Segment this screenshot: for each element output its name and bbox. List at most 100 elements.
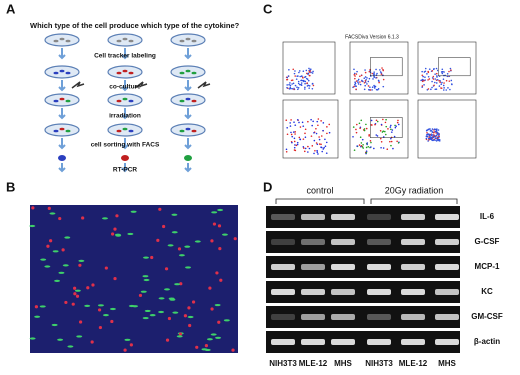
event-dot [390,137,392,140]
event-dot [291,141,293,144]
event-dot [434,73,436,75]
event-dot [328,123,331,126]
green-cell [142,316,149,320]
facs-plot [349,41,409,95]
event-dot [286,126,288,129]
event-dot [304,86,306,89]
band [367,264,391,270]
event-dot [363,128,366,130]
red-cell [61,248,65,252]
red-cell [188,323,192,328]
event-dot [427,128,430,131]
event-dot [380,146,382,149]
event-dot [426,89,429,91]
event-dot [421,80,424,83]
cell [191,99,197,103]
event-dot [286,86,288,89]
event-dot [365,150,368,153]
group-bracket [275,198,365,204]
event-dot [292,131,295,133]
green-cell [51,323,58,327]
event-dot [299,126,302,128]
event-dot [321,150,324,153]
event-dot [369,89,372,91]
event-dot [441,81,443,84]
event-dot [438,85,441,87]
event-dot [302,146,305,148]
panel-label: B [6,179,15,194]
event-dot [290,133,293,136]
gene-label: G-CSF [475,237,500,246]
lane-label: NIH3T3 [269,359,297,368]
event-dot [374,87,376,89]
cell [116,39,122,43]
arrow [184,80,192,92]
event-dot [428,139,430,141]
arrow [58,138,66,150]
event-dot [322,129,324,132]
event-dot [424,76,426,78]
event-dot [430,133,433,135]
event-dot [450,79,453,82]
event-dot [442,78,445,81]
event-dot [375,119,378,122]
cell [116,129,122,133]
red-cell [165,338,170,342]
event-dot [380,140,383,143]
green-cell [158,297,165,300]
event-dot [436,128,438,130]
event-dot [448,80,451,82]
event-dot [304,132,306,135]
panel-label: D [263,179,272,194]
event-dot [389,126,392,128]
cell [116,99,122,103]
green-cell [215,336,222,339]
event-dot [313,131,315,134]
cell [185,127,191,131]
event-dot [294,70,296,72]
band [331,339,355,345]
event-dot [365,123,367,126]
event-dot [434,128,437,131]
event-dot [364,71,367,74]
event-dot [320,143,322,146]
red-cell [210,239,214,243]
event-dot [296,141,299,144]
event-dot [312,84,315,87]
event-dot [308,87,310,89]
event-dot [285,150,288,153]
red-cell [179,282,183,286]
event-dot [427,137,430,140]
event-dot [378,80,380,82]
green-cell [184,245,191,248]
event-dot [359,127,361,130]
arrow [184,138,192,150]
event-dot [363,77,366,79]
event-dot [297,87,300,89]
event-dot [364,81,367,83]
event-dot [365,127,368,130]
red-cell [183,314,188,318]
gel-strip [266,256,460,278]
event-dot [299,138,302,141]
event-dot [438,136,440,139]
event-dot [437,129,440,131]
red-cell [113,227,117,231]
event-dot [382,130,385,133]
event-dot [315,127,317,130]
event-dot [360,142,363,144]
band [435,289,459,295]
cell [185,37,191,41]
green-cell [52,250,59,253]
red-cell [46,244,50,248]
event-dot [324,145,327,147]
band [435,314,459,320]
band [271,214,295,220]
gene-label: GM-CSF [471,312,503,321]
beam [71,81,85,89]
event-dot [378,81,380,84]
panel-label: A [6,1,16,16]
event-dot [286,76,289,79]
event-dot [355,80,358,82]
event-dot [433,131,435,133]
